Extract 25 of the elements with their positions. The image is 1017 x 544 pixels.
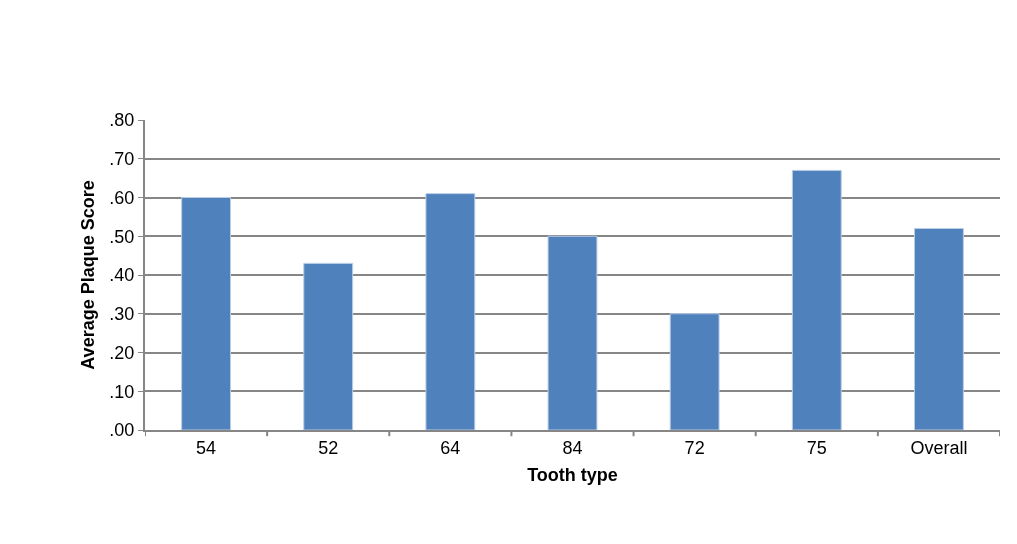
x-tick-label: Overall <box>910 437 968 458</box>
x-tick-label: 84 <box>562 437 583 458</box>
y-tick-label: .00 <box>109 420 135 441</box>
y-tick-label: .20 <box>109 342 135 363</box>
bar <box>669 313 720 430</box>
x-tick-label: 52 <box>318 437 339 458</box>
y-tick-label: .50 <box>109 226 135 247</box>
x-tick-label: 75 <box>806 437 827 458</box>
bar <box>425 193 476 430</box>
y-tick-label: .80 <box>109 110 135 131</box>
bar <box>181 197 231 430</box>
bar <box>547 235 598 430</box>
bar <box>791 169 842 430</box>
x-tick-label: 64 <box>440 437 461 458</box>
bar <box>303 262 354 430</box>
x-tick-label: 72 <box>684 437 705 458</box>
y-tick-label: .40 <box>109 265 135 286</box>
y-axis-title: Average Plaque Score <box>78 180 99 370</box>
x-axis-title: Tooth type <box>527 465 618 486</box>
y-tick-label: .30 <box>109 304 135 325</box>
y-tick-label: .10 <box>109 381 135 402</box>
y-tick-label: .70 <box>109 149 135 170</box>
x-tick-label: 54 <box>196 437 217 458</box>
bar <box>914 228 964 430</box>
y-tick-label: .60 <box>109 187 135 208</box>
